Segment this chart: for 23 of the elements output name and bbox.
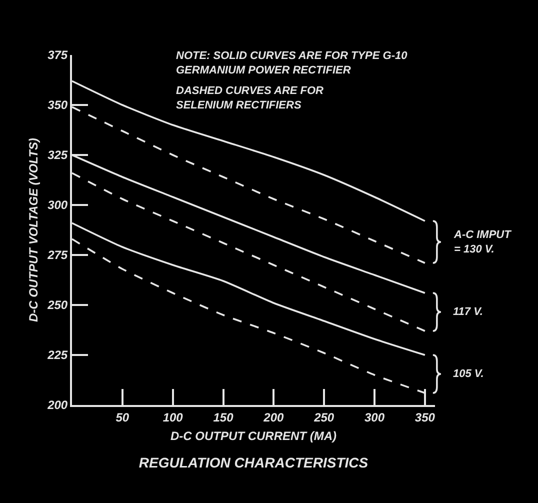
x-tick-label: 100 — [162, 410, 184, 424]
text: REGULATION CHARACTERISTICS — [138, 454, 369, 471]
annotation: NOTE: SOLID CURVES ARE FOR TYPE G-10 GERMANIUM POWER RECTIFIER — [176, 50, 408, 76]
y-tick-label: 250 — [46, 298, 68, 312]
y-tick-label: 325 — [48, 148, 68, 162]
y-tick-label: 350 — [48, 98, 68, 112]
y-tick-label: 375 — [48, 48, 68, 62]
text: 117 V. — [453, 306, 483, 318]
x-axis-title: D-C OUTPUT CURRENT (MA) — [170, 428, 336, 443]
x-tick-label: 350 — [414, 410, 436, 424]
x-tick-label: 200 — [262, 410, 284, 424]
y-tick-label: 300 — [48, 198, 68, 212]
x-tick-label: 50 — [116, 410, 130, 424]
text: A-C IMPUT = 130 V. — [453, 229, 512, 256]
y-tick-label: 275 — [46, 248, 68, 262]
annotation: DASHED CURVES ARE FOR SELENIUM RECTIFIERS — [176, 85, 324, 112]
x-tick-label: 150 — [213, 410, 234, 424]
y-tick-label: 225 — [46, 348, 68, 362]
x-tick-label: 300 — [364, 410, 385, 424]
x-tick-label: 250 — [313, 410, 334, 424]
y-axis-title: D-C OUTPUT VOLTAGE (VOLTS) — [26, 138, 40, 322]
y-tick-label: 200 — [46, 398, 68, 412]
text: 105 V. — [453, 368, 484, 380]
